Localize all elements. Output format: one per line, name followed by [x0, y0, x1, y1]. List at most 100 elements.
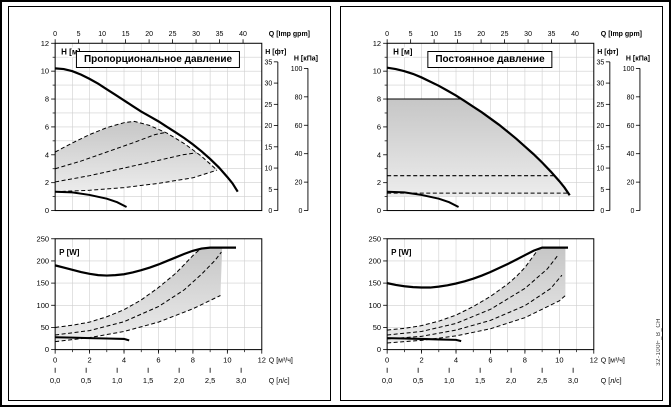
svg-text:25: 25 — [169, 31, 177, 38]
svg-text:0: 0 — [53, 31, 57, 38]
svg-text:12: 12 — [590, 356, 598, 365]
svg-text:0: 0 — [600, 208, 604, 215]
constant-pressure-control-range — [387, 99, 569, 196]
bottom-axis-m3h: 0 2 4 6 8 10 12 Q [м³/ч] — [385, 349, 625, 365]
svg-text:0: 0 — [299, 208, 303, 215]
svg-text:12: 12 — [41, 39, 49, 48]
svg-text:2: 2 — [45, 178, 49, 187]
head-flow-chart: 0 5 10 15 20 25 30 35 40 Q [Imp gpm] 0 2 4 6 8 10 12 H [м… — [41, 31, 318, 215]
svg-text:80: 80 — [295, 94, 303, 101]
title-constant-pressure: Постоянное давление — [427, 51, 553, 68]
title-proportional-pressure: Пропорциональное давление — [75, 51, 241, 68]
svg-text:60: 60 — [627, 123, 635, 130]
right-axis-head-ft: 0 5 10 15 20 25 30 35 H [фт] — [265, 49, 287, 215]
svg-text:0: 0 — [45, 206, 49, 215]
svg-text:5: 5 — [77, 31, 81, 38]
svg-text:15: 15 — [597, 144, 605, 151]
svg-text:8: 8 — [523, 356, 527, 365]
svg-text:1,0: 1,0 — [444, 376, 454, 385]
power-dash-upper — [55, 249, 201, 328]
power-axis-label: P [W] — [59, 248, 80, 257]
svg-text:10: 10 — [41, 67, 49, 76]
svg-text:35: 35 — [216, 31, 224, 38]
svg-text:0,5: 0,5 — [81, 376, 91, 385]
svg-text:15: 15 — [122, 31, 130, 38]
svg-text:100: 100 — [291, 66, 303, 73]
svg-text:3,0: 3,0 — [568, 376, 578, 385]
svg-text:40: 40 — [239, 31, 247, 38]
control-curve-bottom — [55, 169, 218, 193]
svg-text:2,5: 2,5 — [537, 376, 547, 385]
panel-proportional-pressure: Пропорциональное давление 0 5 10 15 20 25 30 35… — [8, 6, 331, 401]
max-speed-power — [386, 246, 569, 289]
svg-text:35: 35 — [597, 59, 605, 66]
svg-text:0,5: 0,5 — [413, 376, 423, 385]
head-ft-axis-label: H [фт] — [265, 49, 286, 56]
svg-text:25: 25 — [265, 102, 273, 109]
svg-text:50: 50 — [373, 323, 381, 332]
right-axis-head-kpa: 0 20 40 60 80 100 H [кПа] — [291, 55, 318, 215]
svg-text:20: 20 — [627, 180, 635, 187]
power-dash-3 — [387, 274, 563, 340]
svg-text:4: 4 — [377, 150, 381, 159]
top-axis-label: Q [Imp gpm] — [269, 31, 310, 38]
min-speed-curve — [387, 190, 460, 208]
flow-ls-axis-label: Q [л/с] — [269, 378, 290, 385]
flow-m3h-axis-label: Q [м³/ч] — [269, 358, 293, 365]
svg-text:2: 2 — [377, 178, 381, 187]
power-dash-mid — [55, 251, 222, 336]
svg-text:2,0: 2,0 — [174, 376, 184, 385]
left-axis-power-w: 0 50 100 150 200 250 P [W] — [37, 234, 81, 354]
svg-text:12: 12 — [258, 356, 266, 365]
control-curve-low — [55, 152, 197, 183]
svg-text:0,0: 0,0 — [50, 376, 60, 385]
svg-text:200: 200 — [37, 256, 50, 265]
svg-text:4: 4 — [45, 150, 49, 159]
svg-text:25: 25 — [501, 31, 509, 38]
svg-text:0: 0 — [631, 208, 635, 215]
svg-text:100: 100 — [623, 66, 635, 73]
svg-text:10: 10 — [223, 356, 231, 365]
min-speed-power — [387, 337, 462, 343]
svg-text:250: 250 — [37, 234, 50, 243]
max-speed-curve — [386, 66, 571, 196]
power-control-range — [387, 247, 566, 343]
top-axis-label: Q [Imp gpm] — [601, 31, 642, 38]
power-flow-chart: 0 50 100 150 200 250 P [W] 0 2 4 6 8 10 12 Q [м³/ч] 0,0… — [37, 234, 293, 385]
svg-text:100: 100 — [369, 301, 382, 310]
panel-constant-pressure: Постоянное давление 0 5 10 15 20 25 30 35 40 Q [I… — [340, 6, 663, 401]
svg-text:40: 40 — [627, 151, 635, 158]
svg-text:2,0: 2,0 — [506, 376, 516, 385]
svg-text:5: 5 — [409, 31, 413, 38]
power-flow-chart: 0 50 100 150 200 250 P [W] 0 2 4 6 8 10 12 Q [м³/ч] 0,0… — [369, 234, 625, 385]
bottom-axis-m3h: 0 2 4 6 8 10 12 Q [м³/ч] — [53, 349, 293, 365]
svg-text:10: 10 — [555, 356, 563, 365]
svg-text:10: 10 — [98, 31, 106, 38]
power-dash-2 — [387, 255, 559, 336]
svg-text:0: 0 — [377, 345, 381, 354]
power-dash-lower — [55, 295, 221, 343]
left-axis-head-m: 0 2 4 6 8 10 12 H [м] — [373, 39, 414, 215]
svg-text:0: 0 — [268, 208, 272, 215]
svg-text:15: 15 — [265, 144, 273, 151]
svg-text:10: 10 — [430, 31, 438, 38]
flow-m3h-axis-label: Q [м³/ч] — [601, 358, 625, 365]
svg-text:35: 35 — [265, 59, 273, 66]
control-curve-mid — [55, 131, 166, 170]
svg-text:8: 8 — [377, 95, 381, 104]
min-speed-power — [55, 336, 130, 342]
svg-text:50: 50 — [41, 323, 49, 332]
svg-text:20: 20 — [265, 123, 273, 130]
svg-text:0: 0 — [53, 356, 57, 365]
svg-text:20: 20 — [295, 180, 303, 187]
svg-text:5: 5 — [268, 187, 272, 194]
right-axis-head-kpa: 0 20 40 60 80 100 H [кПа] — [623, 55, 650, 215]
svg-text:6: 6 — [156, 356, 160, 365]
head-flow-chart: 0 5 10 15 20 25 30 35 40 Q [Imp gpm] 0 2 4 6 8 10 12 H [м… — [373, 31, 650, 215]
svg-text:6: 6 — [488, 356, 492, 365]
svg-text:20: 20 — [145, 31, 153, 38]
svg-text:25: 25 — [597, 102, 605, 109]
